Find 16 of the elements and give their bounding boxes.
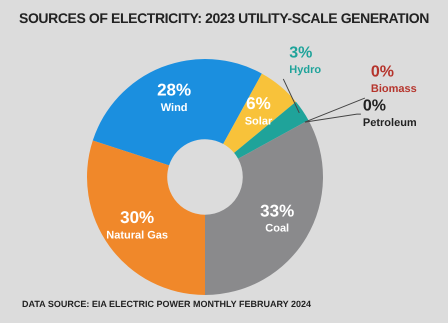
slice-label: Hydro: [289, 64, 322, 76]
category-label: Biomass: [370, 83, 417, 96]
data-label: 30%: [120, 208, 154, 227]
data-label: 33%: [260, 201, 294, 220]
data-label: 28%: [157, 80, 192, 100]
slice-label: Solar: [244, 115, 273, 128]
slice-label: Wind: [160, 102, 188, 114]
chart-title: SOURCES OF ELECTRICITY: 2023 UTILITY-SCALE GENERATION: [18, 10, 430, 26]
slice-label: Natural Gas: [106, 229, 168, 242]
data-label: 6%: [246, 94, 271, 114]
category-label: Petroleum: [362, 117, 417, 130]
data-label: 3%: [289, 44, 312, 62]
slice-label: Coal: [265, 222, 290, 235]
source-note: DATA SOURCE: EIA ELECTRIC POWER MONTHLY FEBRUARY 2024: [22, 299, 312, 309]
text: 0%: [370, 63, 394, 80]
text: 0%: [362, 97, 386, 114]
